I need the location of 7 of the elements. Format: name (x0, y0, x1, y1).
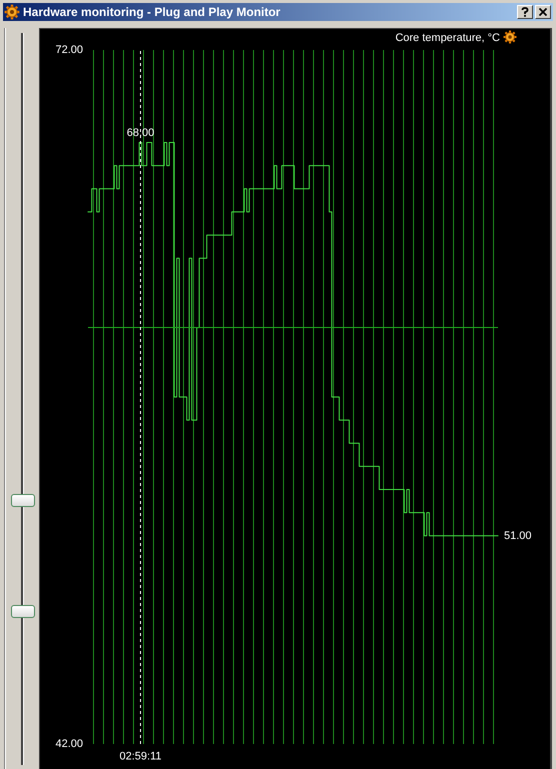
y-tick-label: 42.00 (55, 738, 83, 750)
data-label: 51.00 (504, 530, 532, 542)
data-label: 68.00 (126, 127, 154, 140)
y-axis-title: Core temperature, °C (395, 32, 500, 44)
y-tick-label: 72.00 (55, 44, 83, 56)
x-tick-label: 02:59:11 (119, 750, 162, 762)
chart-title: Hardware monitoring - Plug and Play Monitor (23, 4, 280, 21)
